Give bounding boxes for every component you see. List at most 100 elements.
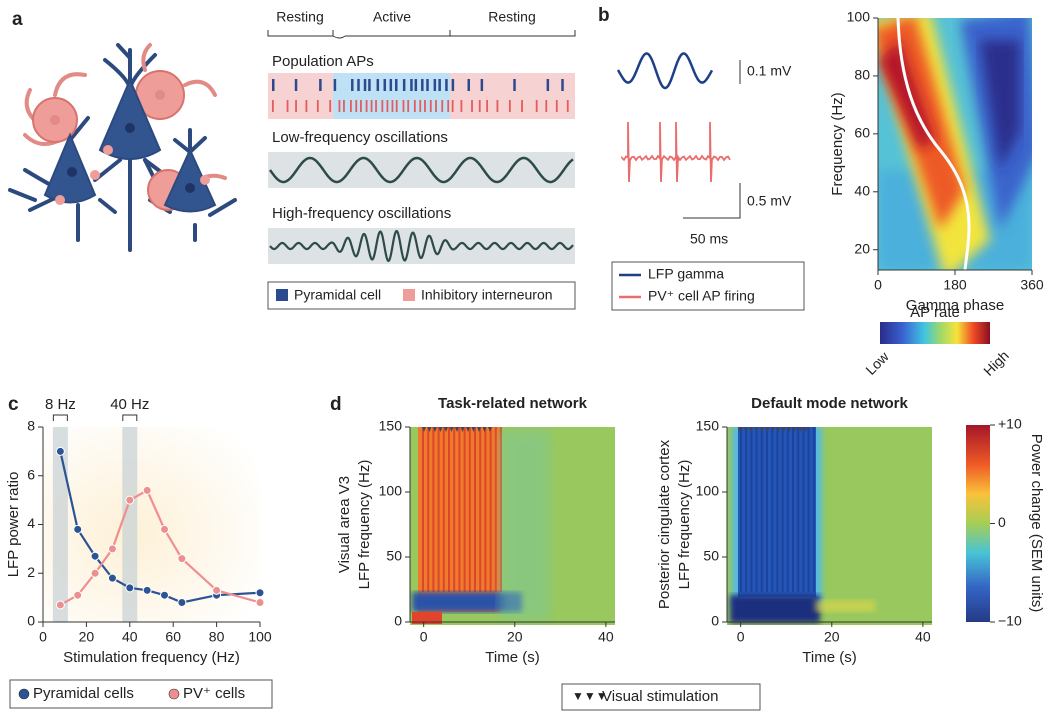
texture <box>479 427 482 592</box>
scale-label: 50 ms <box>690 231 728 247</box>
x-tick-label: 60 <box>165 629 181 645</box>
stim-marker <box>422 427 426 432</box>
y-axis-label: LFP frequency (Hz) <box>676 460 693 590</box>
colorbar-label: Power change (SEM units) <box>1028 434 1045 612</box>
panel-label: c <box>8 394 19 415</box>
x-tick-label: 20 <box>824 629 840 645</box>
phase-label: Active <box>373 9 411 25</box>
stim-marker <box>765 427 770 432</box>
spike <box>435 100 437 112</box>
texture <box>745 427 748 592</box>
texture <box>468 427 471 592</box>
point <box>255 598 265 607</box>
y-tick-label: 50 <box>703 548 719 564</box>
spike <box>508 100 511 112</box>
x-tick-label: 40 <box>122 629 138 645</box>
band-label: 8 Hz <box>45 396 76 413</box>
stim-marker <box>427 427 432 432</box>
raster <box>272 79 569 112</box>
legend-box <box>9 679 273 709</box>
y-tick-label: 8 <box>27 418 35 434</box>
stim-marker <box>771 427 775 432</box>
band-bracket <box>52 414 68 421</box>
spike <box>338 100 341 112</box>
point <box>125 583 135 593</box>
stim-marker <box>782 427 786 432</box>
spike <box>272 100 274 112</box>
spike <box>561 79 564 91</box>
texture <box>766 427 768 592</box>
legend-box <box>611 261 805 311</box>
legend-box <box>267 281 576 310</box>
texture <box>437 427 440 592</box>
stim-marker <box>482 427 487 432</box>
scale-bars <box>683 60 741 219</box>
spike <box>521 100 523 112</box>
y-axis-label: Visual area V3 <box>336 476 353 573</box>
spike <box>566 100 569 112</box>
lfp-trace <box>616 52 714 90</box>
legend-label: Pyramidal cell <box>294 287 381 303</box>
spike <box>305 100 308 112</box>
texture <box>422 427 424 592</box>
stim-marker <box>743 427 748 432</box>
texture <box>750 427 753 592</box>
spike <box>394 79 398 91</box>
heatmap-image <box>727 427 932 625</box>
heatmap-image <box>410 427 615 625</box>
texture <box>781 427 784 592</box>
texture <box>494 427 497 592</box>
y-axis-label: LFP power ratio <box>5 472 22 578</box>
spike <box>395 100 398 112</box>
stim-marker <box>460 427 465 432</box>
x-axis-label: Time (s) <box>485 649 539 666</box>
point <box>177 554 187 564</box>
legend-marker: ▼▼▼ <box>572 689 608 703</box>
legend-swatch <box>403 289 415 301</box>
spike <box>486 100 489 112</box>
row-title: Population APs <box>272 53 374 70</box>
y-tick-label: 0 <box>394 613 402 629</box>
spike <box>365 100 368 112</box>
point <box>90 568 100 578</box>
spike <box>460 100 463 112</box>
spike <box>272 79 275 91</box>
texture <box>760 427 763 592</box>
colorbar-tick-label: 0 <box>998 514 1006 530</box>
stim-marker <box>433 427 437 432</box>
spike <box>535 100 538 112</box>
point <box>90 551 100 561</box>
y-tick-label: 150 <box>379 418 403 434</box>
point <box>55 600 65 610</box>
spike <box>350 100 352 112</box>
texture <box>463 427 466 592</box>
spike <box>402 79 406 91</box>
spike <box>478 100 481 112</box>
spike <box>414 79 418 91</box>
spike <box>546 79 550 91</box>
point <box>55 446 65 456</box>
low-freq-trace <box>268 156 574 184</box>
spike <box>555 100 558 112</box>
y-tick-label: 100 <box>379 483 403 499</box>
y-tick-label: 20 <box>854 240 870 256</box>
band-bracket <box>122 414 138 421</box>
spike <box>467 79 471 91</box>
spike <box>441 100 444 112</box>
texture <box>453 427 456 592</box>
spike <box>360 100 362 112</box>
y-axis-label: LFP frequency (Hz) <box>356 460 373 590</box>
spike <box>438 79 441 91</box>
x-axis-label: Gamma phase <box>906 297 1004 314</box>
legend-label: Visual stimulation <box>602 688 718 705</box>
stim-marker <box>471 427 476 432</box>
spike <box>413 100 416 112</box>
x-tick-label: 0 <box>39 629 47 645</box>
low-freq-background <box>268 152 575 188</box>
y-tick-label: 100 <box>696 483 720 499</box>
legend-swatch <box>18 688 30 700</box>
chart-title: Task-related network <box>438 395 588 412</box>
stim-marker <box>444 427 448 432</box>
colorbar <box>966 425 990 622</box>
spike <box>368 79 371 91</box>
